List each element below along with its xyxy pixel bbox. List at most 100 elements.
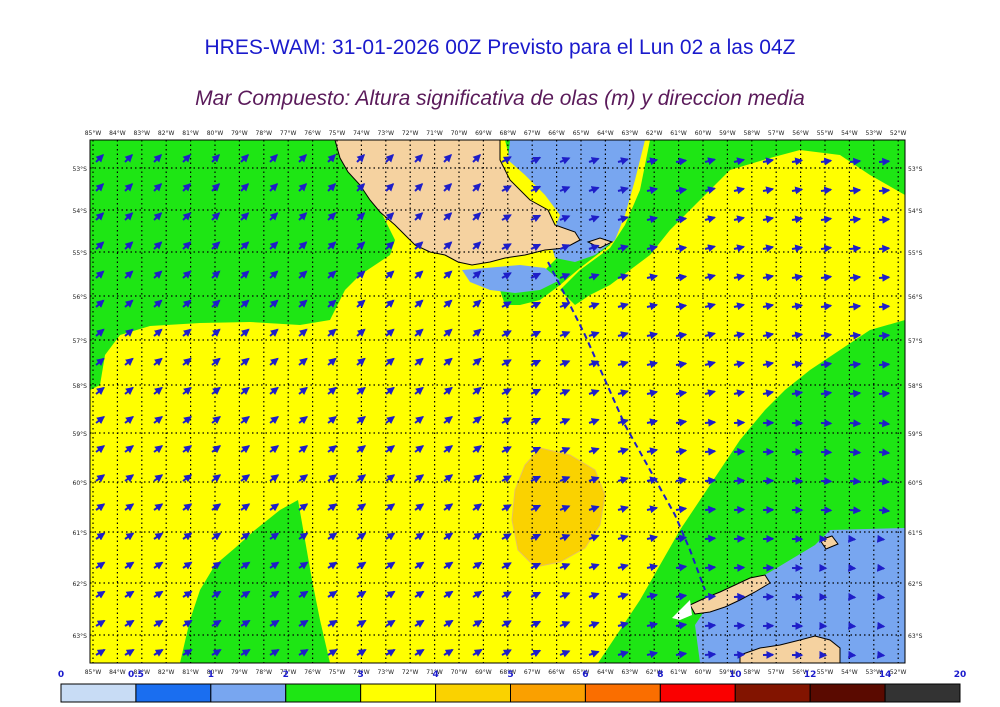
wave-arrow <box>182 299 192 308</box>
left-lat-label: 58°S <box>73 383 88 390</box>
wave-arrow <box>356 328 366 337</box>
wave-direction-arrows <box>95 153 891 660</box>
wave-arrow <box>876 563 886 572</box>
wave-arrow <box>182 328 192 337</box>
bottom-lon-label: 75°W <box>329 669 346 676</box>
wave-arrow <box>414 561 425 570</box>
wave-arrow <box>646 650 659 659</box>
wave-arrow <box>298 561 309 570</box>
wave-arrow <box>501 214 512 222</box>
wave-arrow <box>501 475 512 483</box>
bottom-lon-label: 78°W <box>256 669 273 676</box>
wave-arrow <box>588 476 600 484</box>
wave-arrow <box>240 648 251 657</box>
wave-arrow <box>182 212 192 221</box>
top-lon-label: 77°W <box>280 130 297 137</box>
wave-arrow <box>762 389 775 398</box>
wave-arrow <box>240 474 251 483</box>
wave-arrow <box>269 153 279 163</box>
wave-arrow <box>385 445 396 454</box>
colorbar-tick: 10 <box>729 670 742 680</box>
wave-arrow <box>530 272 542 281</box>
bottom-lon-label: 81°W <box>182 669 199 676</box>
wave-arrow <box>617 563 629 571</box>
right-lat-label: 56°S <box>908 294 923 301</box>
top-lon-label: 83°W <box>134 130 151 137</box>
wave-arrow <box>211 445 222 454</box>
wave-arrow <box>153 474 164 483</box>
left-lat-label: 53°S <box>73 166 88 173</box>
wave-arrow <box>530 214 542 223</box>
top-lon-label: 73°W <box>378 130 395 137</box>
right-lat-label: 58°S <box>908 383 923 390</box>
wave-arrow <box>878 448 891 457</box>
wave-arrow <box>327 212 337 221</box>
wave-arrow <box>704 534 717 543</box>
wave-arrow <box>704 418 717 427</box>
wave-arrow <box>849 477 862 486</box>
wave-arrow <box>95 532 106 541</box>
wave-arrow <box>327 532 338 541</box>
wave-arrow <box>298 153 308 163</box>
wave-arrow <box>124 503 135 512</box>
wave-arrow <box>298 386 308 396</box>
wave-arrow <box>559 476 571 484</box>
wave-arrow <box>501 243 512 251</box>
coast-ice <box>672 600 692 620</box>
wave-arrow <box>211 532 222 541</box>
wave-arrow <box>443 241 453 250</box>
wave-arrow <box>269 619 280 628</box>
wave-zone-1-2m-north <box>508 140 645 262</box>
right-lat-label: 60°S <box>908 480 923 487</box>
colorbar-segment <box>210 683 287 703</box>
top-lon-label: 82°W <box>158 130 175 137</box>
bottom-lon-label: 57°W <box>768 669 785 676</box>
wave-arrow <box>501 272 512 280</box>
bottom-lon-label: 68°W <box>500 669 517 676</box>
wave-arrow <box>385 212 395 221</box>
wave-arrow <box>646 563 659 572</box>
land-tierra-del-fuego <box>334 140 581 266</box>
wave-arrow <box>414 503 425 512</box>
right-latitude-labels: 53°S 54°S 55°S 56°S 57°S 58°S 59°S 60°S 61°S 62°S… <box>908 166 923 640</box>
wave-arrow <box>733 389 746 398</box>
bottom-lon-label: 72°W <box>402 669 419 676</box>
wave-arrow <box>849 273 862 282</box>
wave-arrow <box>559 389 571 397</box>
lat-lon-grid <box>90 140 905 663</box>
wave-arrow <box>211 328 221 337</box>
wave-arrow <box>733 621 746 630</box>
right-lat-label: 63°S <box>908 633 923 640</box>
bottom-lon-label: 70°W <box>451 669 468 676</box>
wave-arrow <box>211 212 221 221</box>
wave-arrow <box>269 648 280 657</box>
colorbar-tick: 1 <box>208 670 214 680</box>
wave-arrow <box>675 447 688 456</box>
wave-arrow <box>849 506 862 515</box>
wave-arrow <box>240 590 251 599</box>
wave-arrow <box>617 534 629 542</box>
wave-zone-2-3m-northwest <box>90 140 395 390</box>
wave-arrow <box>95 328 105 337</box>
wave-arrow <box>414 299 424 308</box>
wave-arrow <box>791 331 804 340</box>
wave-arrow <box>385 183 395 192</box>
wave-arrow <box>298 241 308 250</box>
top-lon-label: 56°W <box>792 130 809 137</box>
wave-arrow <box>704 273 716 282</box>
wave-arrow <box>472 357 482 366</box>
wave-arrow <box>298 445 309 454</box>
wave-arrow <box>559 505 571 513</box>
wave-arrow <box>240 561 251 570</box>
wave-arrow <box>617 360 629 368</box>
wave-arrow <box>791 360 804 369</box>
wave-arrow <box>356 299 366 308</box>
wave-arrow <box>472 328 482 337</box>
wave-arrow <box>588 186 600 194</box>
bottom-lon-label: 61°W <box>670 669 687 676</box>
wave-arrow <box>704 592 717 601</box>
wave-arrow <box>153 328 163 337</box>
wave-arrow <box>559 418 571 426</box>
wave-arrow <box>327 648 338 657</box>
top-lon-label: 69°W <box>475 130 492 137</box>
